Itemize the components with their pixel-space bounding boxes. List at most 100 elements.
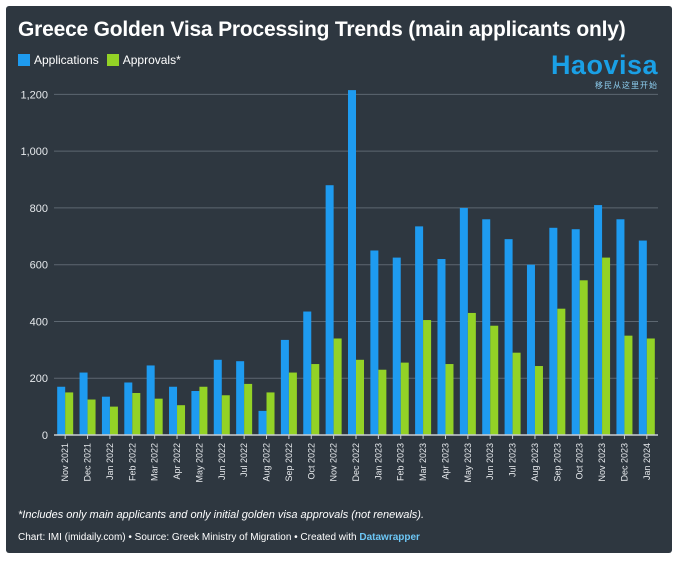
bar-approvals <box>221 395 230 435</box>
x-tick-label: Oct 2023 <box>575 443 585 480</box>
x-tick-label: Feb 2023 <box>396 443 406 481</box>
chart-card: Greece Golden Visa Processing Trends (ma… <box>6 6 672 553</box>
x-tick-label: Oct 2022 <box>306 443 316 480</box>
bar-approvals <box>154 398 163 435</box>
legend-label-approvals: Approvals* <box>122 53 181 67</box>
x-tick-label: Nov 2023 <box>597 443 607 482</box>
bar-applications <box>191 391 200 435</box>
x-tick-label: May 2022 <box>194 443 204 483</box>
bar-applications <box>280 339 289 435</box>
bar-chart: 0 200 400 600 800 1,000 1,200 Nov 2021 Dec 2021 J… <box>20 89 658 483</box>
x-tick-label: Apr 2022 <box>172 443 182 480</box>
bar-applications <box>459 207 468 435</box>
bar-applications <box>325 185 334 435</box>
y-tick-label: 1,000 <box>20 146 48 158</box>
x-tick-label: Aug 2023 <box>530 443 540 482</box>
bar-applications <box>415 226 424 435</box>
bar-applications <box>79 372 88 435</box>
y-tick-label: 0 <box>42 430 48 442</box>
x-tick-label: Nov 2022 <box>329 443 339 482</box>
legend: Applications Approvals* <box>18 53 181 67</box>
datawrapper-link[interactable]: Datawrapper <box>359 532 420 543</box>
bar-approvals <box>177 405 186 435</box>
y-tick-label: 800 <box>30 203 48 215</box>
x-tick-label: Jul 2023 <box>508 443 518 477</box>
footnote: *Includes only main applicants and only … <box>18 509 425 521</box>
bar-applications <box>213 359 222 435</box>
bar-applications <box>124 382 133 435</box>
bar-applications <box>526 264 535 435</box>
bar-applications <box>146 365 155 435</box>
bar-approvals <box>557 308 566 435</box>
x-tick-label: Mar 2023 <box>418 443 428 481</box>
bar-approvals <box>132 392 141 435</box>
x-tick-label: Jan 2023 <box>373 443 383 480</box>
bar-applications <box>348 90 356 435</box>
bar-approvals <box>333 338 342 435</box>
bar-approvals <box>579 280 588 435</box>
x-tick-label: May 2023 <box>463 443 473 483</box>
bar-applications <box>638 240 647 435</box>
x-tick-label: Sep 2023 <box>552 443 562 482</box>
bar-approvals <box>445 364 454 435</box>
bar-approvals <box>400 362 409 435</box>
x-tick-label: Nov 2021 <box>60 443 70 482</box>
legend-item-approvals: Approvals* <box>106 53 181 67</box>
bar-applications <box>258 410 267 435</box>
y-tick-label: 400 <box>30 316 48 328</box>
bar-applications <box>482 219 491 435</box>
x-tick-label: Dec 2022 <box>351 443 361 482</box>
logo-tagline: 移民从这里开始 <box>595 81 658 90</box>
x-tick-label: Aug 2022 <box>262 443 272 482</box>
bar-applications <box>571 229 580 435</box>
bar-applications <box>169 386 178 435</box>
bar-applications <box>504 239 513 435</box>
chart-title: Greece Golden Visa Processing Trends (ma… <box>18 18 626 41</box>
bar-applications <box>101 396 110 435</box>
x-tick-label: Jan 2024 <box>642 443 652 480</box>
bar-approvals <box>624 335 633 435</box>
bar-approvals <box>199 386 208 435</box>
bar-approvals <box>512 352 521 435</box>
bar-applications <box>549 227 558 435</box>
bar-approvals <box>311 364 320 435</box>
bar-approvals <box>244 383 253 435</box>
bar-approvals <box>490 325 499 435</box>
legend-item-applications: Applications <box>18 53 99 67</box>
legend-swatch-applications <box>18 54 30 66</box>
bar-applications <box>57 386 66 435</box>
bar-approvals <box>65 392 74 435</box>
x-tick-label: Apr 2023 <box>440 443 450 480</box>
bar-approvals <box>534 366 543 435</box>
bar-approvals <box>467 312 476 435</box>
x-tick-label: Jun 2023 <box>485 443 495 480</box>
y-tick-label: 1,200 <box>20 89 48 101</box>
bar-applications <box>236 361 245 435</box>
bar-applications <box>303 311 312 435</box>
y-tick-label: 200 <box>30 373 48 385</box>
x-tick-label: Dec 2021 <box>83 443 93 482</box>
x-tick-label: Jul 2022 <box>239 443 249 477</box>
bar-approvals <box>602 257 611 435</box>
credit-line: Chart: IMI (imidaily.com) • Source: Gree… <box>18 532 420 543</box>
bar-applications <box>616 219 625 435</box>
legend-swatch-approvals <box>106 54 119 66</box>
bar-approvals <box>109 406 118 435</box>
x-tick-label: Jan 2022 <box>105 443 115 480</box>
bar-applications <box>370 250 379 435</box>
bar-approvals <box>266 392 275 435</box>
bar-applications <box>392 257 401 435</box>
y-tick-label: 600 <box>30 260 48 272</box>
legend-label-applications: Applications <box>34 53 99 67</box>
x-tick-label: Jun 2022 <box>217 443 227 480</box>
x-tick-label: Dec 2023 <box>619 443 629 482</box>
bar-approvals <box>378 369 387 435</box>
bar-approvals <box>87 399 96 435</box>
x-tick-label: Feb 2022 <box>127 443 137 481</box>
bar-applications <box>437 259 446 435</box>
credit-text: Chart: IMI (imidaily.com) • Source: Gree… <box>18 532 357 543</box>
haovisa-logo: Haovisa 移民从这里开始 <box>551 50 658 91</box>
bar-approvals <box>646 338 655 435</box>
x-tick-label: Sep 2022 <box>284 443 294 482</box>
bar-applications <box>594 205 603 435</box>
